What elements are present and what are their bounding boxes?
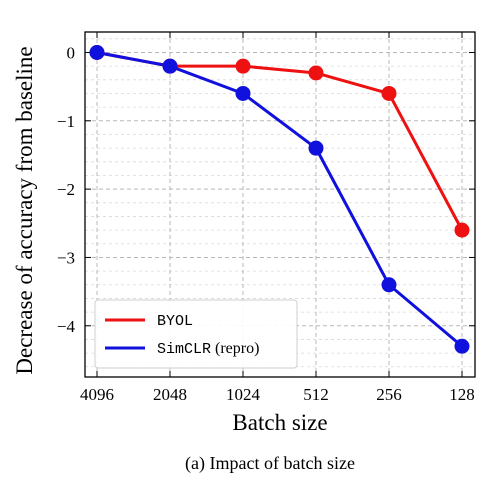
x-axis-label: Batch size [232,410,327,435]
x-tick-label: 1024 [226,385,261,404]
series-line-simclr [96,51,463,348]
x-tick-label: 128 [449,385,475,404]
legend-label: BYOL [157,313,193,330]
series-layer [89,44,470,354]
x-tick-label: 2048 [153,385,187,404]
figure-caption: (a) Impact of batch size [185,453,355,474]
ticks: 4096 2048 1024 512 256 128 0 −1 −2 −3 −4 [57,32,475,404]
y-tick-label: 0 [67,43,76,62]
data-point-byol [308,65,324,81]
y-tick-label: −3 [57,248,75,267]
data-point-simclr [381,277,397,293]
data-point-byol [454,222,470,238]
data-point-simclr [162,58,178,74]
legend: BYOL SimCLR (repro) [94,299,298,369]
data-point-simclr [235,85,251,101]
data-point-simclr [454,338,470,354]
grid [85,32,475,377]
x-tick-label: 256 [376,385,402,404]
legend-box [94,299,298,369]
legend-label: SimCLR (repro) [157,340,259,358]
x-tick-label: 4096 [80,385,114,404]
y-axis-label: Decrease of accuracy from baseline [12,46,37,374]
data-point-simclr [308,140,324,156]
x-tick-label: 512 [303,385,329,404]
y-tick-label: −2 [57,180,75,199]
data-point-byol [381,85,397,101]
legend-label-suffix: (repro) [211,340,259,357]
y-tick-label: −1 [57,112,75,131]
series-line-byol [96,51,464,231]
data-point-simclr [89,44,105,60]
y-tick-label: −4 [57,317,76,336]
data-point-byol [235,58,251,74]
legend-label-name: BYOL [157,313,193,330]
plot-frame [84,31,476,378]
legend-label-name: SimCLR [157,341,211,358]
